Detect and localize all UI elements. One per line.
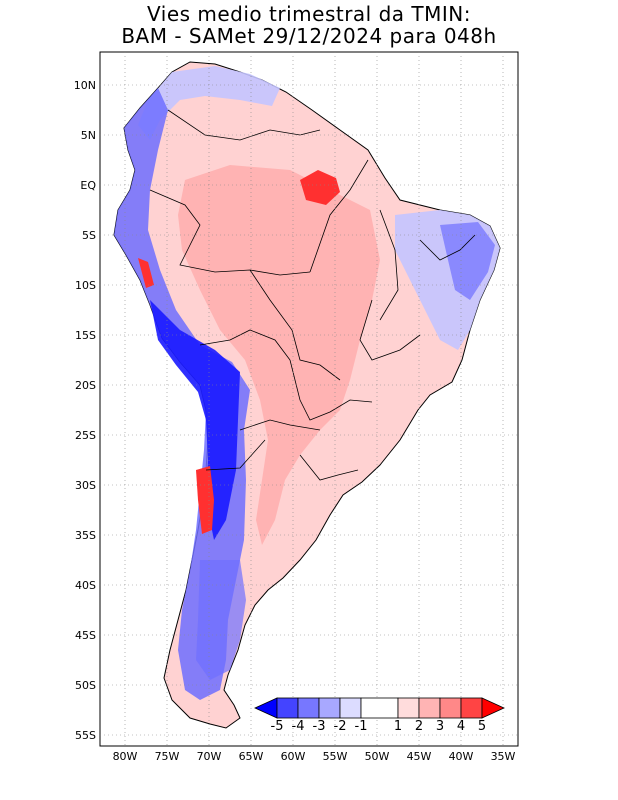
colorbar-label: -3 <box>313 719 326 734</box>
lat-label-eq: EQ <box>80 179 96 192</box>
lat-label-20s: 20S <box>75 379 96 392</box>
lat-label-15s: 15S <box>75 329 96 342</box>
warm-bias-hotspot-north <box>300 170 340 205</box>
lon-label-70w: 70W <box>197 750 222 763</box>
lon-label-45w: 45W <box>407 750 432 763</box>
lat-label-40s: 40S <box>75 579 96 592</box>
colorbar-bin-3 <box>318 697 341 719</box>
cold-bias-region-andes <box>114 88 250 700</box>
colorbar-bin-7 <box>418 697 441 719</box>
lat-label-35s: 35S <box>75 529 96 542</box>
colorbar-label: 1 <box>394 719 402 734</box>
cold-bias-core-andes <box>150 300 240 540</box>
cold-bias-patagonia <box>196 560 246 680</box>
lon-label-40w: 40W <box>449 750 474 763</box>
lat-label-5n: 5N <box>81 129 96 142</box>
colorbar-label: 3 <box>436 719 444 734</box>
country-borders <box>149 109 476 481</box>
colorbar-bin-8 <box>439 697 462 719</box>
lon-label-80w: 80W <box>113 750 138 763</box>
longitude-axis: 80W 75W 70W 65W 60W 55W 50W 45W 40W 35W <box>113 750 516 763</box>
lon-label-75w: 75W <box>155 750 180 763</box>
colorbar-label: 5 <box>478 719 486 734</box>
map-title-line1: Vies medio trimestral da TMIN: <box>147 2 471 26</box>
map-title-line2: BAM - SAMet 29/12/2024 para 048h <box>121 24 497 48</box>
colorbar-label: 2 <box>415 719 423 734</box>
lat-label-45s: 45S <box>75 629 96 642</box>
lat-label-25s: 25S <box>75 429 96 442</box>
lat-label-50s: 50S <box>75 679 96 692</box>
warm-bias-region-central <box>178 165 380 545</box>
graticule <box>100 52 518 746</box>
cold-bias-region-north <box>138 66 280 140</box>
colorbar-bin-9 <box>460 697 483 719</box>
colorbar-bin-2 <box>297 697 320 719</box>
lat-label-10n: 10N <box>74 79 96 92</box>
colorbar-label: -1 <box>355 719 368 734</box>
colorbar-label: -2 <box>334 719 347 734</box>
warm-bias-chile-spot <box>196 466 214 534</box>
colorbar: -5 -4 -3 -2 -1 1 2 3 4 5 <box>254 697 505 734</box>
lon-label-35w: 35W <box>491 750 516 763</box>
lat-label-5s: 5S <box>82 229 96 242</box>
lon-label-55w: 55W <box>323 750 348 763</box>
colorbar-arrow-high <box>481 697 505 719</box>
latitude-axis: 10N 5N EQ 5S 10S 15S 20S 25S 30S 35S 40S… <box>74 79 97 742</box>
cold-bias-core-northeast <box>440 222 495 300</box>
lon-label-50w: 50W <box>365 750 390 763</box>
lat-label-10s: 10S <box>75 279 96 292</box>
colorbar-label: -4 <box>292 719 305 734</box>
lon-label-65w: 65W <box>239 750 264 763</box>
colorbar-label: -5 <box>271 719 284 734</box>
colorbar-bin-1 <box>276 697 299 719</box>
lon-label-60w: 60W <box>281 750 306 763</box>
colorbar-bin-5 <box>360 697 399 719</box>
lat-label-55s: 55S <box>75 729 96 742</box>
colorbar-label: 4 <box>457 719 465 734</box>
warm-bias-peru-spot <box>138 258 154 288</box>
colorbar-bin-4 <box>339 697 362 719</box>
colorbar-bin-6 <box>397 697 420 719</box>
lat-label-30s: 30S <box>75 479 96 492</box>
